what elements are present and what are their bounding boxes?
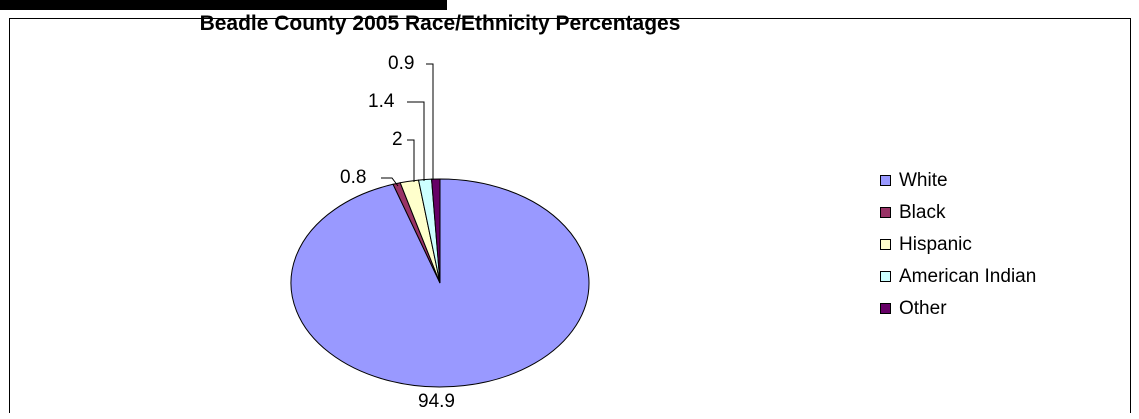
legend-item-american-indian: American Indian	[880, 266, 1120, 288]
legend-swatch-white	[880, 175, 891, 186]
legend-item-other: Other	[880, 298, 1120, 320]
chart-area	[9, 18, 1131, 413]
header-bar	[0, 0, 447, 10]
chart-title: Beadle County 2005 Race/Ethnicity Percen…	[199, 12, 681, 35]
leader-line-black	[381, 177, 399, 187]
data-label-white: 94.9	[418, 391, 455, 412]
legend-label-white: White	[899, 170, 948, 191]
legend-label-american-indian: American Indian	[899, 266, 1037, 287]
legend-item-white: White	[880, 170, 1120, 192]
legend-item-hispanic: Hispanic	[880, 234, 1120, 256]
data-label-other: 0.9	[388, 53, 415, 74]
data-label-hispanic: 2	[392, 129, 403, 150]
pie-slice-other	[431, 178, 441, 284]
leader-line-other	[426, 63, 434, 180]
legend-swatch-other	[880, 303, 891, 314]
legend-item-black: Black	[880, 202, 1120, 224]
legend-swatch-hispanic	[880, 239, 891, 250]
legend-label-other: Other	[899, 298, 947, 319]
legend-label-black: Black	[899, 202, 946, 223]
leader-line-american-indian	[407, 101, 425, 181]
leader-line-hispanic	[407, 139, 415, 182]
legend-swatch-american-indian	[880, 271, 891, 282]
data-label-black: 0.8	[340, 167, 367, 188]
data-label-american-indian: 1.4	[368, 91, 395, 112]
legend-label-hispanic: Hispanic	[899, 234, 972, 255]
legend-swatch-black	[880, 207, 891, 218]
